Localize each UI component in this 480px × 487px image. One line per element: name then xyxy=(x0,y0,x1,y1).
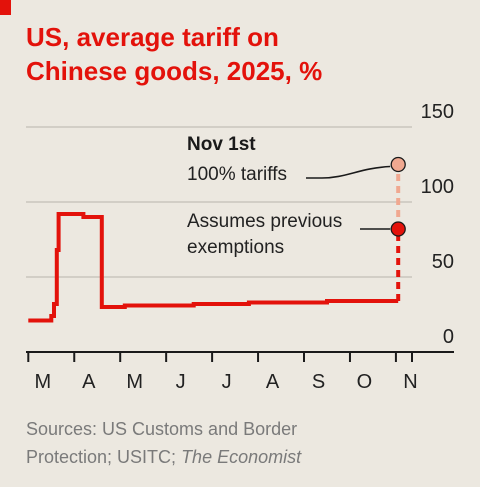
annotation-assumes-line1: Assumes previous xyxy=(187,211,342,232)
x-tick-label-8: N xyxy=(403,371,418,393)
chart-title-line2: Chinese goods, 2025, % xyxy=(26,56,323,86)
annotation-assumes-line2: exemptions xyxy=(187,237,284,258)
source-line2: Protection; USITC; The Economist xyxy=(26,443,466,471)
source-line1: Sources: US Customs and Border xyxy=(26,419,298,439)
series-markers xyxy=(390,156,406,237)
x-axis xyxy=(26,351,454,362)
grid-lines xyxy=(26,126,412,278)
annotation-connectors xyxy=(306,165,391,230)
marker-assumes-exemptions xyxy=(390,221,406,237)
source-note: Sources: US Customs and Border Protectio… xyxy=(26,415,466,471)
x-tick-label-0: M xyxy=(34,371,52,393)
source-line2-prefix: Protection; USITC; xyxy=(26,447,182,467)
annotations: Nov 1st 100% tariffs Assumes previous ex… xyxy=(187,134,342,258)
x-tick-label-3: J xyxy=(176,371,187,393)
chart-title: US, average tariff on Chinese goods, 202… xyxy=(26,20,466,88)
y-tick-label-0: 0 xyxy=(443,326,454,348)
marker-nov1st-tariffs xyxy=(390,156,406,173)
connector-nov1st xyxy=(306,165,391,179)
tariff-chart: 0 50 100 150 M A M J J A S O N Nov 1st 100% tariffs… xyxy=(26,101,454,393)
series-line-0 xyxy=(28,212,399,323)
annotation-nov1st-heading: Nov 1st xyxy=(187,134,256,155)
series-lines xyxy=(28,164,401,323)
chart-title-line1: US, average tariff on xyxy=(26,22,279,52)
x-tick-label-6: S xyxy=(312,371,326,393)
brand-tag xyxy=(0,0,11,15)
x-tick-label-5: A xyxy=(266,371,280,393)
x-tick-label-2: M xyxy=(126,371,144,393)
x-tick-label-1: A xyxy=(82,371,96,393)
annotation-nov1st-text: 100% tariffs xyxy=(187,164,287,185)
y-tick-label-150: 150 xyxy=(421,101,454,123)
x-tick-label-4: J xyxy=(222,371,233,393)
x-tick-label-7: O xyxy=(357,371,374,393)
source-line2-italic: The Economist xyxy=(181,447,302,467)
y-tick-label-50: 50 xyxy=(432,251,454,273)
y-tick-label-100: 100 xyxy=(421,176,454,198)
y-tick-labels: 0 50 100 150 xyxy=(421,101,454,348)
